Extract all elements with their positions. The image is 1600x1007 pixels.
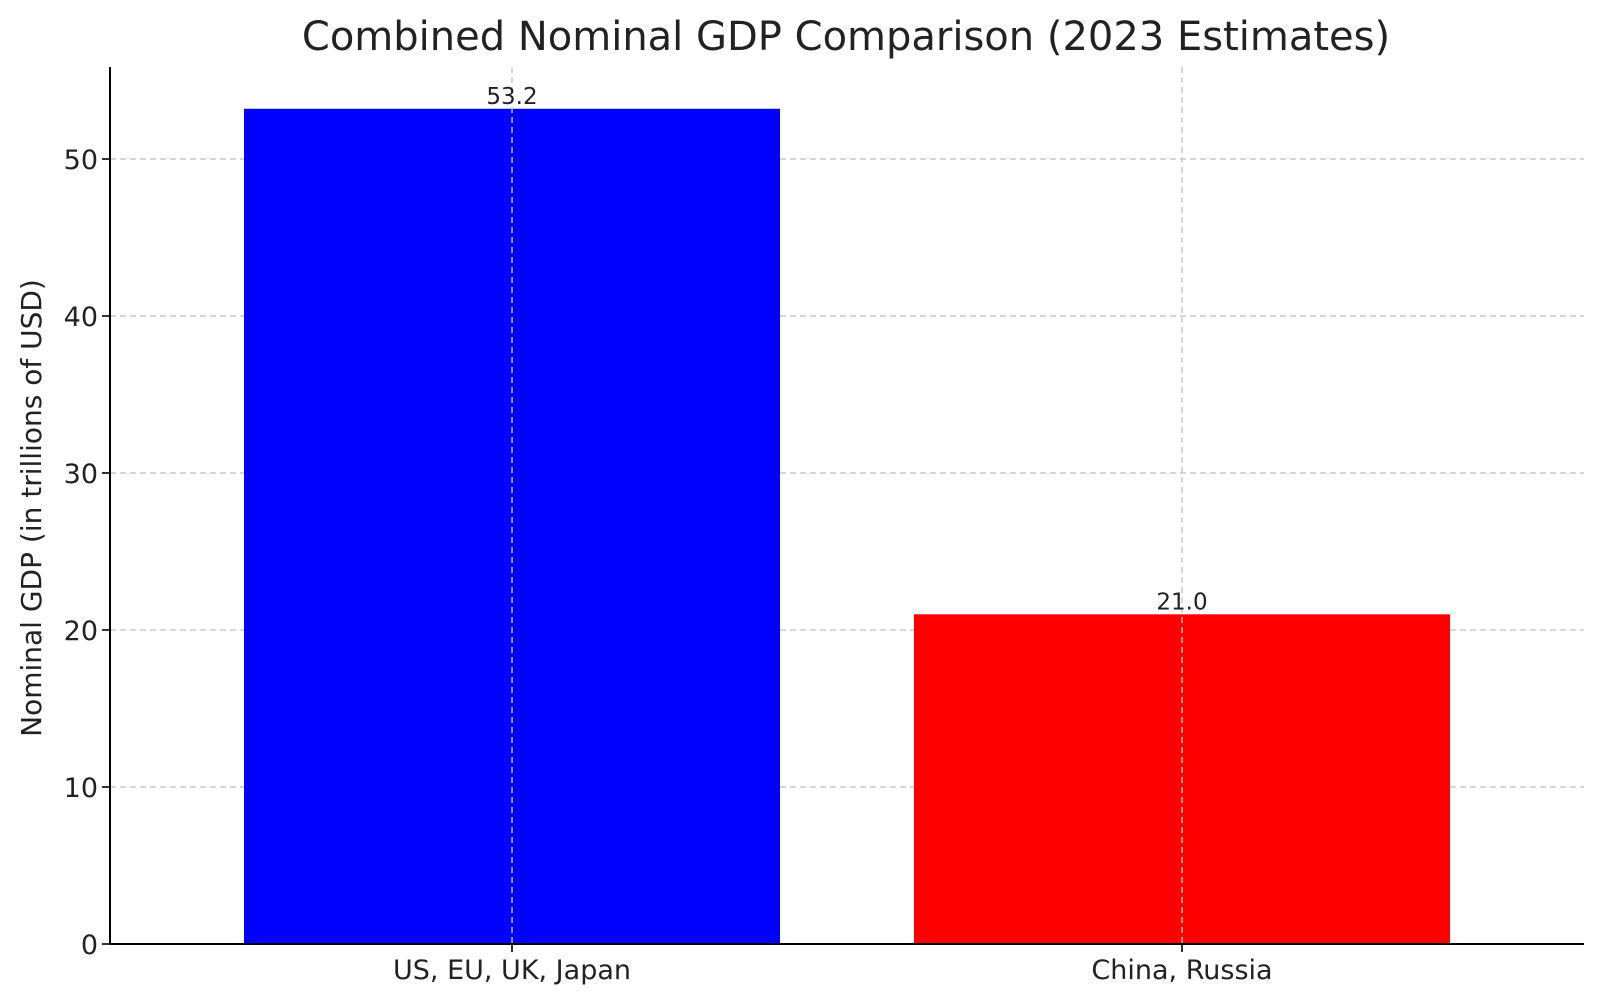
y-tick-label: 40: [64, 302, 98, 333]
bar-value-label: 21.0: [1156, 589, 1207, 615]
bars: [244, 108, 1450, 944]
chart-title: Combined Nominal GDP Comparison (2023 Es…: [302, 14, 1390, 60]
y-tick-label: 20: [64, 616, 98, 647]
x-grid-lines: [511, 67, 1183, 944]
x-tick-label: US, EU, UK, Japan: [393, 955, 631, 986]
data-labels: 53.2 21.0: [486, 84, 1207, 616]
bar-value-label: 53.2: [486, 84, 537, 110]
y-axis-label: Nominal GDP (in trillions of USD): [15, 279, 48, 737]
axes: 0 10 20 30 40 50 US, EU, UK, Japan China, Russi…: [64, 67, 1584, 986]
y-tick-label: 0: [81, 930, 98, 961]
y-tick-label: 50: [64, 145, 98, 176]
x-tick-label: China, Russia: [1091, 955, 1272, 986]
y-tick-label: 30: [64, 459, 98, 490]
y-tick-label: 10: [64, 773, 98, 804]
